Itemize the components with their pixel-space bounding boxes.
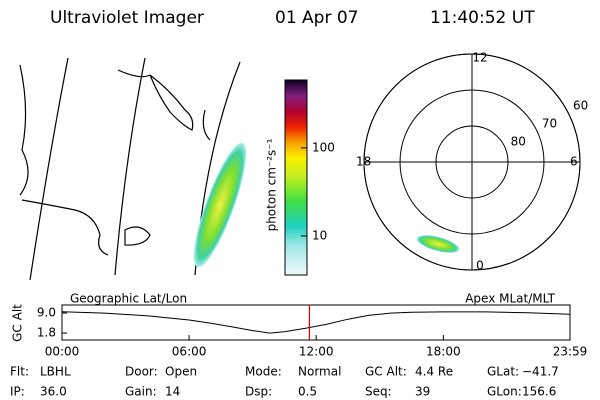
aurora-map — [193, 142, 247, 268]
timeline-right-label: Apex MLat/MLT — [465, 292, 555, 306]
colorbar-label: photon cm⁻²s⁻¹ — [265, 138, 279, 231]
polar-plot: 80 70 60 0 6 12 18 — [356, 51, 588, 273]
timeline-ylabel: GC Alt — [11, 304, 25, 342]
status-value: LBHL — [40, 365, 71, 379]
status-value: 156.6 — [522, 385, 556, 399]
timeline-xtick-label: 23:59 — [553, 345, 588, 359]
mlt-label: 12 — [472, 51, 487, 65]
status-label: Dsp: — [245, 385, 272, 399]
timeline-left-label: Geographic Lat/Lon — [70, 292, 187, 306]
status-value: 36.0 — [40, 385, 67, 399]
status-label: Gain: — [125, 385, 157, 399]
time: 11:40:52 UT — [430, 8, 535, 28]
timeline-ytick-label: 1.8 — [37, 326, 56, 340]
map — [19, 57, 247, 281]
lat-label: 70 — [542, 117, 557, 131]
timeline-xtick-label: 06:00 — [172, 345, 207, 359]
timeline-xtick-label: 12:00 — [299, 345, 334, 359]
status-label: GLon: — [487, 385, 522, 399]
lat-label: 80 — [511, 135, 526, 149]
status-value: Open — [165, 365, 197, 379]
mlt-label: 0 — [476, 259, 484, 273]
status-label: IP: — [10, 385, 25, 399]
lat-label: 60 — [573, 99, 588, 113]
colorbar-tick-label: 10 — [312, 228, 327, 242]
status-label: Seq: — [365, 385, 392, 399]
status-value: Normal — [298, 365, 341, 379]
status-value: 39 — [415, 385, 430, 399]
aurora-polar — [416, 235, 460, 253]
colorbar-tick-label: 100 — [312, 140, 335, 154]
altitude-curve — [61, 311, 571, 334]
status-value: 0.5 — [298, 385, 317, 399]
timeline-frame — [61, 304, 571, 341]
title: Ultraviolet Imager — [50, 8, 204, 28]
status-label: Flt: — [10, 365, 29, 379]
timeline-xtick-label: 18:00 — [426, 345, 461, 359]
status-value: 4.4 Re — [415, 365, 453, 379]
status-value: 14 — [165, 385, 180, 399]
status-label: Mode: — [245, 365, 282, 379]
mlt-label: 18 — [356, 155, 371, 169]
timeline-ytick-label: 9.0 — [37, 306, 56, 320]
status-label: GC Alt: — [365, 365, 407, 379]
timeline-xtick-label: 00:00 — [45, 345, 80, 359]
colorbar — [284, 79, 308, 276]
mlt-label: 6 — [570, 155, 578, 169]
status-label: GLat: — [487, 365, 519, 379]
status-value: −41.7 — [522, 365, 559, 379]
status-label: Door: — [125, 365, 158, 379]
date: 01 Apr 07 — [275, 8, 358, 28]
